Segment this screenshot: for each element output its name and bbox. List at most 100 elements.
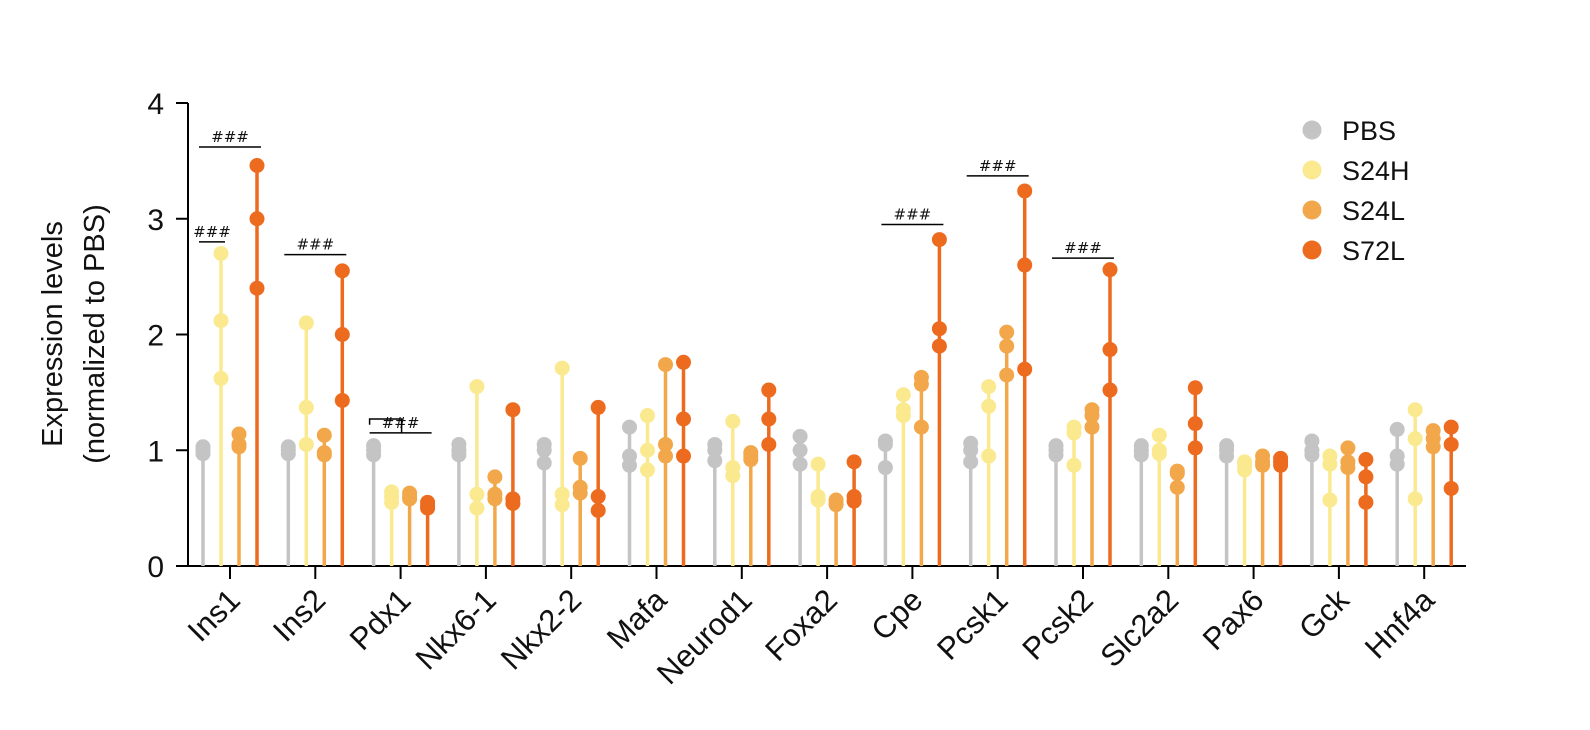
point-s24h-nkx2-2-1 [554,497,570,513]
point-s72l-pax6-3 [1273,450,1289,466]
point-s24h-pcsk1-3 [981,379,997,395]
point-s24h-ins2-3 [298,315,314,331]
point-s24h-pcsk2-1 [1066,457,1082,473]
point-s72l-pcsk1-3 [1017,183,1033,199]
point-s72l-mafa-2 [676,411,691,427]
point-s72l-gck-1 [1358,494,1374,510]
legend-marker-s24l [1302,200,1322,220]
point-s24h-mafa-2 [640,442,655,458]
x-tick-label-nkx2-2: Nkx2-2 [494,582,588,676]
point-s24l-pax6-3 [1255,448,1271,464]
point-s24h-hnf4a-1 [1407,491,1423,507]
point-s24h-nkx6-1-1 [469,500,485,516]
point-s24l-gck-3 [1340,440,1356,456]
legend-marker-pbs [1302,120,1322,140]
significance-label-1: ### [193,223,231,241]
legend-marker-s72l [1302,240,1322,260]
point-pbs-foxa2-2 [792,442,808,458]
x-tick-label-pcsk2: Pcsk2 [1016,582,1100,666]
point-s24h-hnf4a-3 [1407,402,1423,418]
point-s24h-gck-1 [1322,492,1338,508]
point-s24h-neurod1-2 [725,460,741,476]
point-s24h-ins1-3 [213,245,229,261]
point-s24l-slc2a2-1 [1169,479,1185,495]
point-s72l-pcsk2-2 [1102,342,1118,358]
point-s24h-foxa2-3 [810,456,826,472]
point-s72l-neurod1-3 [761,382,777,398]
point-pbs-cpe-3 [877,433,893,449]
point-s72l-gck-2 [1358,469,1374,485]
point-s72l-cpe-3 [931,232,947,248]
significance-label-5: ### [894,206,932,224]
point-pbs-nkx2-2-1 [536,455,552,471]
point-s72l-hnf4a-3 [1443,419,1459,435]
series-s24l [231,324,1441,566]
x-tick-label-pcsk1: Pcsk1 [930,582,1014,666]
point-s24l-neurod1-3 [743,445,759,461]
y-tick-label-0: 0 [147,551,164,584]
point-s24l-slc2a2-3 [1169,463,1185,479]
series-layer [195,158,1459,566]
y-tick-label-4: 4 [147,88,164,121]
point-s72l-ins1-1 [249,280,265,296]
legend: PBS S24H S24L S72L [1302,116,1410,266]
point-s24h-cpe-3 [895,387,911,403]
point-s72l-cpe-1 [931,338,947,354]
point-pbs-slc2a2-3 [1133,438,1149,454]
significance-annotations: ### ### ### ### ### ### ### [193,128,1114,434]
legend-label-s24l: S24L [1342,196,1405,226]
point-pbs-nkx2-2-3 [536,436,552,452]
point-s24l-pdx1-3 [402,485,418,501]
point-s24l-gck-2 [1340,454,1356,470]
point-s24l-pcsk1-1 [999,367,1015,383]
point-s72l-ins2-2 [334,327,350,342]
point-s72l-pcsk2-1 [1102,382,1118,398]
point-pbs-hnf4a-3 [1389,421,1405,437]
significance-label-3: ### [296,236,334,254]
point-s24h-pcsk1-1 [981,448,997,464]
point-s72l-ins1-3 [249,158,265,174]
series-s24h [213,245,1423,566]
point-s72l-pcsk1-2 [1017,257,1033,273]
point-s72l-ins2-1 [334,392,350,408]
point-s24h-ins2-2 [298,399,314,415]
x-tick-label-mafa: Mafa [600,582,674,656]
pdx1-bracket [368,418,403,433]
point-s72l-nkx2-2-2 [590,489,606,505]
significance-label-2: ### [211,128,249,146]
point-s72l-nkx2-2-3 [590,399,606,415]
point-pbs-pcsk1-3 [963,435,979,451]
point-pbs-ins2-3 [280,439,296,455]
y-tick-label-3: 3 [147,204,164,237]
x-tick-label-pdx1: Pdx1 [343,582,418,657]
point-s72l-pdx1-3 [420,494,436,510]
series-pbs [195,419,1405,566]
point-s24l-mafa-2 [658,436,673,452]
point-s24h-pcsk1-2 [981,398,997,414]
point-s24h-nkx6-1-2 [469,486,485,502]
point-s24h-foxa2-2 [810,489,826,505]
point-pbs-foxa2-3 [792,428,808,444]
x-tick-label-cpe: Cpe [864,582,929,647]
point-s72l-foxa2-3 [846,454,862,470]
point-s24h-nkx2-2-3 [554,360,570,376]
point-s24l-hnf4a-3 [1425,423,1441,439]
point-s72l-nkx2-2-1 [590,502,606,518]
significance-label-7: ### [1064,239,1102,257]
point-s24l-nkx6-1-3 [487,469,503,485]
point-s24h-gck-3 [1322,448,1338,464]
point-s24l-mafa-3 [658,357,673,373]
point-s72l-pcsk2-3 [1102,262,1118,278]
legend-marker-s24h [1302,160,1322,180]
point-s24h-mafa-1 [640,462,655,478]
point-s24l-cpe-1 [913,419,929,435]
point-s72l-pcsk1-1 [1017,361,1033,377]
point-pbs-mafa-3 [622,419,637,435]
point-s24h-nkx6-1-3 [469,379,485,395]
point-s24l-mafa-1 [658,448,673,464]
x-tick-label-ins1: Ins1 [181,582,247,648]
point-s24h-cpe-2 [895,402,911,418]
point-s24h-pax6-3 [1237,454,1253,470]
point-pbs-pdx1-3 [366,438,382,454]
